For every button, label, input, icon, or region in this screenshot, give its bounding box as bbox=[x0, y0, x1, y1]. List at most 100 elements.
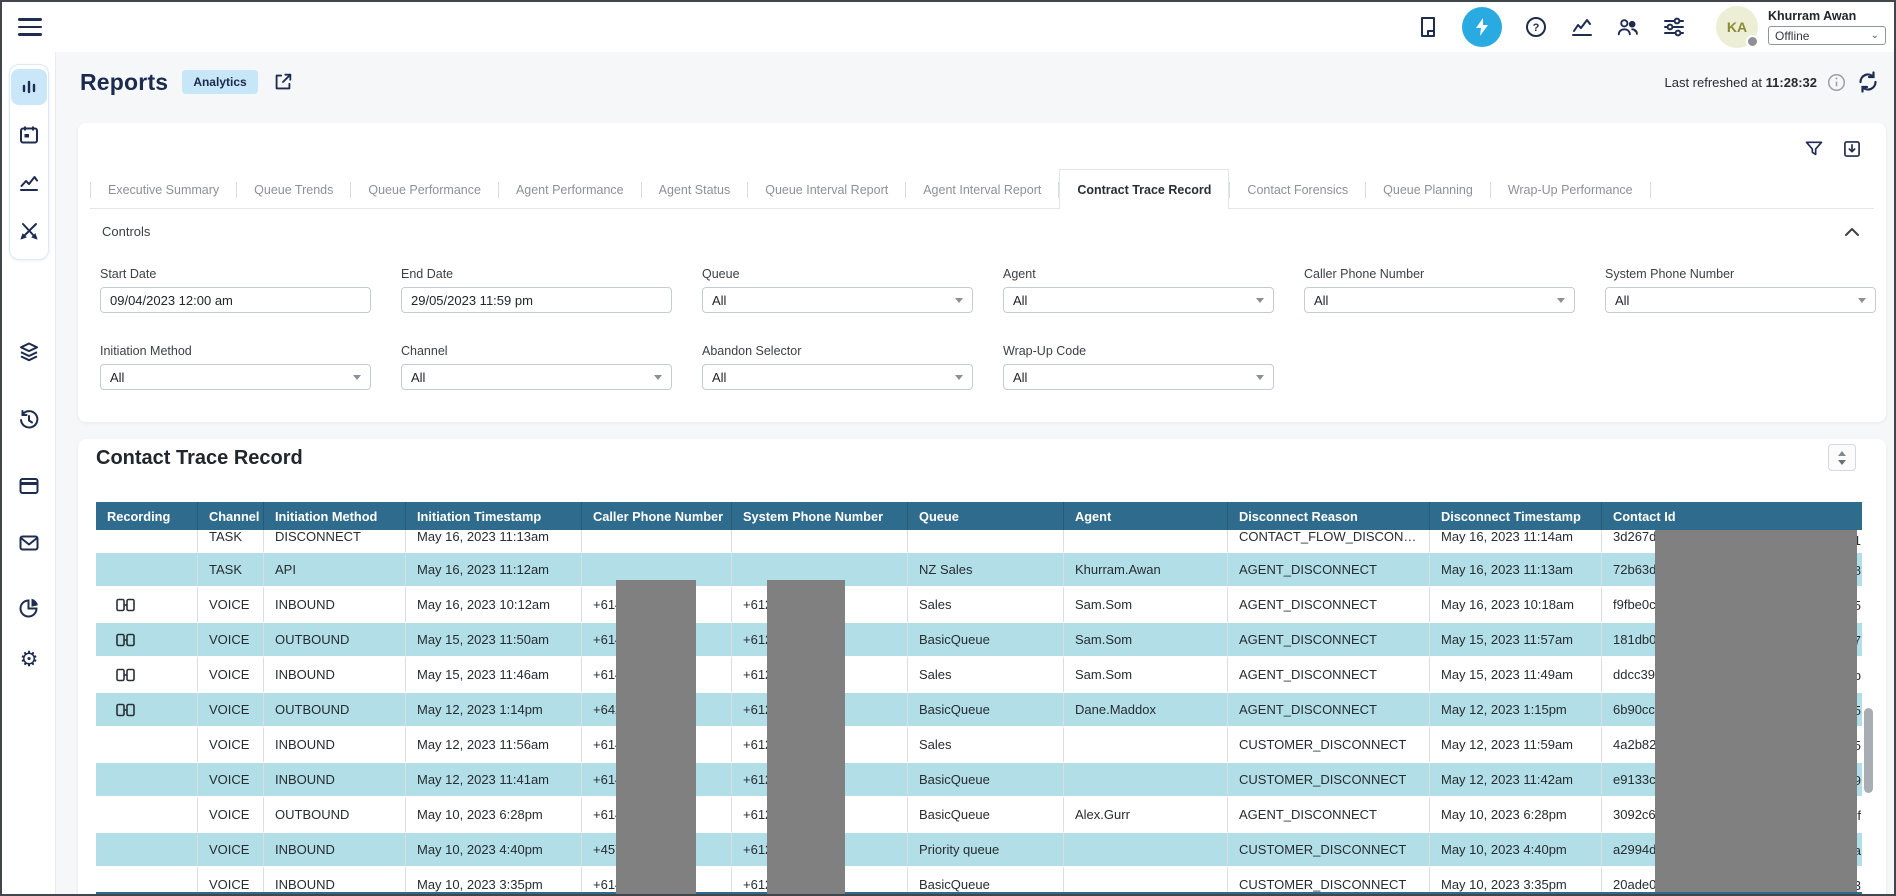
select-value: All bbox=[1615, 293, 1629, 308]
spinner-down-icon[interactable] bbox=[1838, 460, 1846, 465]
cell-caller bbox=[582, 530, 732, 553]
tab-queue-planning[interactable]: Queue Planning bbox=[1366, 171, 1490, 208]
start-date-input[interactable] bbox=[100, 287, 371, 313]
recording-icon[interactable] bbox=[116, 633, 135, 647]
hamburger-menu-icon[interactable] bbox=[18, 16, 42, 38]
sidebar-item-layers[interactable] bbox=[11, 334, 47, 370]
row-spinner-control[interactable] bbox=[1828, 444, 1856, 471]
column-header-agent[interactable]: Agent bbox=[1064, 502, 1228, 530]
column-header-initiation-method[interactable]: Initiation Method bbox=[264, 502, 406, 530]
users-icon[interactable] bbox=[1616, 15, 1640, 39]
table-row: VOICEOUTBOUNDMay 10, 2023 6:28pm+614+612… bbox=[96, 798, 1862, 833]
recording-icon[interactable] bbox=[116, 668, 135, 682]
cell-initiation_ts: May 12, 2023 11:56am bbox=[406, 728, 582, 763]
end-date-text-input[interactable] bbox=[411, 293, 662, 308]
tab-wrap-up-performance[interactable]: Wrap-Up Performance bbox=[1491, 171, 1650, 208]
spinner-up-icon[interactable] bbox=[1838, 451, 1846, 456]
analytics-chart-icon[interactable] bbox=[1570, 15, 1594, 39]
tab-agent-performance[interactable]: Agent Performance bbox=[499, 171, 641, 208]
column-header-disconnect-reason[interactable]: Disconnect Reason bbox=[1228, 502, 1430, 530]
cell-initiation_ts: May 10, 2023 4:40pm bbox=[406, 833, 582, 868]
help-icon[interactable]: ? bbox=[1524, 15, 1548, 39]
recording-icon[interactable] bbox=[116, 703, 135, 717]
sidebar-item-trends[interactable] bbox=[11, 165, 47, 201]
external-link-icon[interactable] bbox=[272, 71, 294, 93]
sidebar-item-schedule[interactable] bbox=[11, 117, 47, 153]
sidebar-item-mail[interactable] bbox=[11, 525, 47, 561]
info-icon[interactable] bbox=[1827, 73, 1846, 92]
cell-queue: BasicQueue bbox=[908, 798, 1064, 833]
field-end-date: End Date bbox=[401, 267, 672, 313]
cell-queue: BasicQueue bbox=[908, 868, 1064, 894]
field-queue: QueueAll bbox=[702, 267, 973, 313]
abandon-selector-select[interactable]: All bbox=[702, 364, 973, 390]
wrap-up-code-select[interactable]: All bbox=[1003, 364, 1274, 390]
end-date-input[interactable] bbox=[401, 287, 672, 313]
cell-disconnect_ts: May 12, 2023 1:15pm bbox=[1430, 693, 1602, 728]
settings-sliders-icon[interactable] bbox=[1662, 15, 1686, 39]
refresh-icon[interactable] bbox=[1856, 70, 1880, 94]
report-card: Contact Trace Record RecordingChannelIni… bbox=[78, 439, 1886, 896]
cell-initiation_ts: May 16, 2023 11:12am bbox=[406, 553, 582, 588]
channel-select[interactable]: All bbox=[401, 364, 672, 390]
system-phone-number-select[interactable]: All bbox=[1605, 287, 1876, 313]
quick-actions-bolt-icon[interactable] bbox=[1462, 7, 1502, 47]
collapse-chevron-icon[interactable] bbox=[1844, 226, 1860, 238]
cell-method: INBOUND bbox=[264, 658, 406, 693]
column-header-caller-phone-number[interactable]: Caller Phone Number bbox=[582, 502, 732, 530]
status-select[interactable]: Offline ⌄ bbox=[1768, 26, 1886, 45]
cell-disconnect_ts: May 16, 2023 11:14am bbox=[1430, 530, 1602, 553]
avatar[interactable]: KA bbox=[1716, 6, 1758, 48]
tab-contact-forensics[interactable]: Contact Forensics bbox=[1230, 171, 1365, 208]
initiation-method-select[interactable]: All bbox=[100, 364, 371, 390]
tab-queue-trends[interactable]: Queue Trends bbox=[237, 171, 350, 208]
cell-recording bbox=[96, 530, 198, 553]
tab-executive-summary[interactable]: Executive Summary bbox=[91, 171, 236, 208]
column-header-contact-id[interactable]: Contact Id bbox=[1602, 502, 1862, 530]
cell-reason: AGENT_DISCONNECT bbox=[1228, 623, 1430, 658]
cell-agent bbox=[1064, 868, 1228, 894]
contact-id-text: 181db0 bbox=[1613, 632, 1656, 647]
cell-agent: Sam.Som bbox=[1064, 658, 1228, 693]
svg-text:?: ? bbox=[1533, 22, 1540, 34]
sidebar-item-reports[interactable] bbox=[11, 69, 47, 105]
sidebar-item-pie-reports[interactable] bbox=[11, 590, 47, 626]
column-header-initiation-timestamp[interactable]: Initiation Timestamp bbox=[406, 502, 582, 530]
agent-select[interactable]: All bbox=[1003, 287, 1274, 313]
filter-funnel-icon[interactable] bbox=[1804, 139, 1824, 159]
contact-id-tail: f bbox=[1857, 798, 1861, 833]
sidebar-item-settings[interactable]: ⚙ bbox=[11, 641, 47, 677]
contact-id-text: a2994d bbox=[1613, 842, 1656, 857]
recording-icon[interactable] bbox=[116, 598, 135, 612]
queue-select[interactable]: All bbox=[702, 287, 973, 313]
tab-queue-interval-report[interactable]: Queue Interval Report bbox=[748, 171, 905, 208]
contact-id-text: 20ade0 bbox=[1613, 877, 1656, 892]
sidebar-item-design[interactable] bbox=[11, 213, 47, 249]
tab-contract-trace-record[interactable]: Contract Trace Record bbox=[1059, 169, 1229, 209]
column-header-recording[interactable]: Recording bbox=[96, 502, 198, 530]
cell-reason: CONTACT_FLOW_DISCON… bbox=[1228, 530, 1430, 553]
field-label: Agent bbox=[1003, 267, 1274, 281]
table-scrollbar-thumb[interactable] bbox=[1864, 708, 1873, 793]
field-label: System Phone Number bbox=[1605, 267, 1876, 281]
layers-icon bbox=[18, 341, 40, 363]
column-header-channel[interactable]: Channel bbox=[198, 502, 264, 530]
column-header-system-phone-number[interactable]: System Phone Number bbox=[732, 502, 908, 530]
cell-queue bbox=[908, 530, 1064, 553]
tab-queue-performance[interactable]: Queue Performance bbox=[351, 171, 498, 208]
download-icon[interactable] bbox=[1842, 139, 1862, 159]
cell-agent: Sam.Som bbox=[1064, 588, 1228, 623]
column-header-queue[interactable]: Queue bbox=[908, 502, 1064, 530]
sidebar-item-browser[interactable] bbox=[11, 468, 47, 504]
field-label: End Date bbox=[401, 267, 672, 281]
notes-icon[interactable] bbox=[1416, 15, 1440, 39]
start-date-text-input[interactable] bbox=[110, 293, 361, 308]
app-screen: ? KA Khurram Awan Offline bbox=[0, 0, 1896, 896]
caller-phone-number-select[interactable]: All bbox=[1304, 287, 1575, 313]
sidebar-item-history[interactable] bbox=[11, 402, 47, 438]
tab-agent-interval-report[interactable]: Agent Interval Report bbox=[906, 171, 1058, 208]
cell-recording bbox=[96, 623, 198, 658]
table-row: VOICEINBOUNDMay 16, 2023 10:12am+614+612… bbox=[96, 588, 1862, 623]
column-header-disconnect-timestamp[interactable]: Disconnect Timestamp bbox=[1430, 502, 1602, 530]
tab-agent-status[interactable]: Agent Status bbox=[642, 171, 748, 208]
